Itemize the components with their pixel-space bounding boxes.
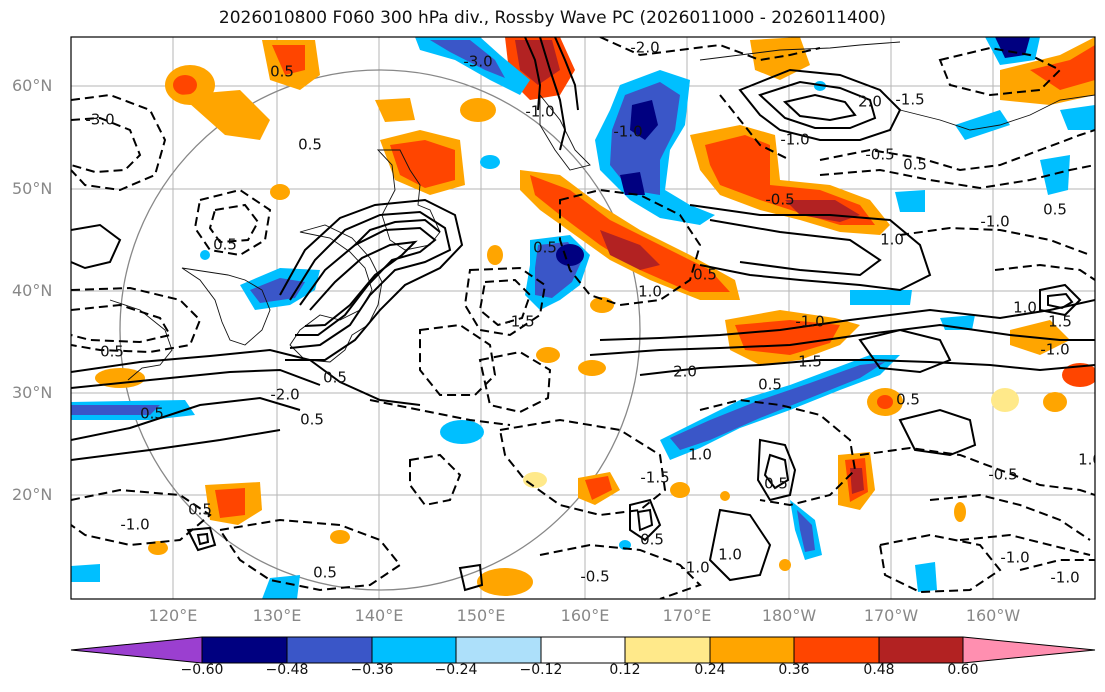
chart-title: 2026010800 F060 300 hPa div., Rossby Wav…	[218, 8, 887, 28]
colorbar-segment-7	[710, 637, 794, 663]
colorbar-segment-1	[202, 637, 287, 663]
contour-label: -1.0	[120, 516, 149, 534]
contour-label: 0.5	[693, 266, 717, 284]
colorbar-tick-label: −0.12	[519, 662, 563, 678]
contour-label: 0.5	[313, 564, 337, 582]
contour-label: 0.5	[323, 369, 347, 387]
contour-label: 1.0	[718, 546, 742, 564]
contour-label: -1.5	[640, 469, 669, 487]
divergence-shading	[71, 37, 1095, 599]
colorbar-segment-4	[456, 637, 541, 663]
contour-label: 1.0	[880, 231, 904, 249]
colorbar-tick-label: −0.48	[265, 662, 309, 678]
colorbar-segment-3	[372, 637, 456, 663]
colorbar-segment-6	[625, 637, 710, 663]
contour-label: 1.0	[1078, 451, 1102, 469]
colorbar-segment-2	[287, 637, 372, 663]
colorbar-tick-label: −0.36	[350, 662, 394, 678]
contour-label: 0.5	[533, 239, 557, 257]
colorbar-tick-label: 0.60	[947, 662, 979, 678]
contour-label: -1.0	[780, 131, 809, 149]
contour-label: -1.0	[1000, 549, 1029, 567]
lon-label-180w: 180°W	[761, 606, 817, 625]
colorbar-tick-label: −0.60	[180, 662, 224, 678]
contour-label: 0.5	[1043, 201, 1067, 219]
colorbar-tick-label: 0.12	[609, 662, 641, 678]
contour-label: 0.5	[298, 136, 322, 154]
contour-label: 0.5	[270, 63, 294, 81]
colorbar-lower-extend	[71, 637, 202, 663]
colorbar-segment-5	[541, 637, 625, 663]
colorbar-tick-label: 0.24	[694, 662, 726, 678]
contour-label: -1.5	[895, 91, 924, 109]
colorbar-ticks	[201, 637, 964, 663]
contour-label: 0.5	[188, 501, 212, 519]
map-frame	[70, 36, 1096, 600]
lat-label-20n: 20°N	[12, 485, 53, 504]
contour-label: -0.5	[988, 466, 1017, 484]
lon-label-130e: 130°E	[252, 606, 302, 625]
contour-label: -1.0	[613, 123, 642, 141]
contour-label: 0.5	[896, 391, 920, 409]
contour-label: 0.5	[903, 156, 927, 174]
colorbar-segment-8	[794, 637, 879, 663]
contour-label: 0.5	[640, 531, 664, 549]
reference-circle	[119, 69, 641, 591]
lon-label-160w: 160°W	[965, 606, 1021, 625]
contour-label: -2.0	[630, 39, 659, 57]
lon-label-150e: 150°E	[456, 606, 506, 625]
contour-label: -1.0	[1050, 569, 1079, 587]
contour-label: -1.0	[795, 313, 824, 331]
contour-label: -1.0	[1040, 341, 1069, 359]
contour-label: -0.5	[865, 146, 894, 164]
lon-label-120e: 120°E	[148, 606, 198, 625]
contour-label: 0.5	[758, 376, 782, 394]
positive-contours	[71, 37, 1095, 592]
contour-label: -0.5	[765, 191, 794, 209]
lon-label-160e: 160°E	[560, 606, 610, 625]
contour-label: 0.5	[213, 236, 237, 254]
contour-label: -2.0	[270, 386, 299, 404]
contour-label: -1.5	[505, 313, 534, 331]
contour-label: 2.0	[858, 93, 882, 111]
contour-label: 1.0	[638, 283, 662, 301]
contour-label: -0.5	[580, 568, 609, 586]
colorbar-upper-extend	[963, 637, 1095, 663]
colorbar-tick-label: 0.36	[778, 662, 810, 678]
contour-label: -1.0	[680, 559, 709, 577]
colorbar	[70, 636, 1096, 664]
colorbar-segment-9	[879, 637, 963, 663]
contour-label: -1.0	[980, 213, 1009, 231]
contour-label: 0.5	[300, 411, 324, 429]
lon-label-170w: 170°W	[863, 606, 919, 625]
contour-label: -3.0	[463, 53, 492, 71]
lon-label-170e: 170°E	[662, 606, 712, 625]
lat-label-40n: 40°N	[12, 281, 53, 300]
contour-label: 2.0	[673, 363, 697, 381]
contour-label: 0.5	[140, 405, 164, 423]
lat-label-30n: 30°N	[12, 383, 53, 402]
map-layers: -3.0-2.00.5-3.0 -1.0-1.02.0 -1.5-1.00.5-0.…	[71, 37, 1102, 599]
negative-contours	[71, 37, 1095, 599]
lat-label-50n: 50°N	[12, 179, 53, 198]
colorbar-tick-label: −0.24	[434, 662, 478, 678]
contour-label: 1.5	[1048, 313, 1072, 331]
colorbar-tick-label: 0.48	[863, 662, 895, 678]
contour-label: 1.0	[1013, 299, 1037, 317]
contour-label: -3.0	[85, 111, 114, 129]
contour-label: 1.5	[798, 353, 822, 371]
contour-label-group: -3.0-2.00.5-3.0 -1.0-1.02.0 -1.5-1.00.5-0.…	[85, 39, 1102, 587]
contour-label: -1.0	[525, 103, 554, 121]
contour-label: 1.0	[688, 446, 712, 464]
contour-label: 0.5	[100, 343, 124, 361]
lat-label-60n: 60°N	[12, 76, 53, 95]
contour-label: 0.5	[764, 475, 788, 493]
lon-label-140e: 140°E	[354, 606, 404, 625]
